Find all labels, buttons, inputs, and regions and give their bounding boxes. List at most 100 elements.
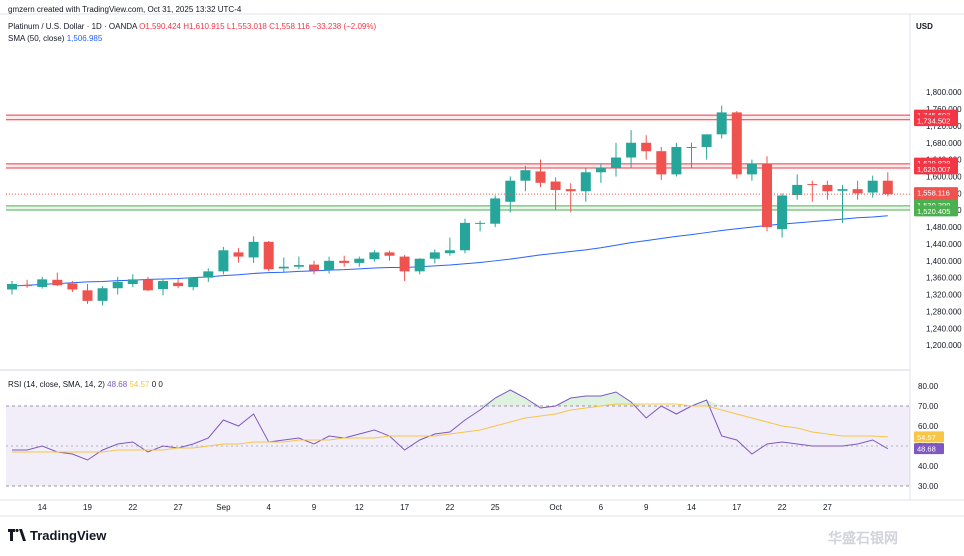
candle-body xyxy=(158,281,168,290)
chart-credit: gmzern created with TradingView.com, Oct… xyxy=(8,5,242,14)
candle-body xyxy=(701,134,712,147)
time-tick-label: 25 xyxy=(491,503,500,512)
candle-body xyxy=(656,151,667,175)
candle-body xyxy=(97,288,108,301)
candle-body xyxy=(460,222,470,251)
candle-body xyxy=(369,252,380,260)
candle-body xyxy=(384,252,395,256)
resistance-level-badge xyxy=(914,115,958,127)
candle-body xyxy=(731,112,742,175)
candle-body xyxy=(309,264,319,271)
watermark: 华盛石银网 xyxy=(828,530,898,546)
candle-body xyxy=(822,184,833,192)
sma-value: 1,506.985 xyxy=(66,34,103,43)
price-tick-label: 1,800.000 xyxy=(926,88,962,97)
rsi-tick-label: 40.00 xyxy=(918,462,939,471)
ohlc-low: L1,553.018 xyxy=(226,22,267,31)
candle-body xyxy=(127,279,138,284)
rsi-current-value-badge xyxy=(914,443,944,455)
time-tick-label: 4 xyxy=(266,503,271,512)
rsi-legend[interactable]: RSI (14, close, SMA, 14, 2) 48.68 54.57 … xyxy=(8,380,163,389)
rsi-sma-value-badge xyxy=(914,431,944,443)
candle-body xyxy=(22,284,33,287)
time-tick-label: 22 xyxy=(778,503,787,512)
candle-body xyxy=(444,250,455,254)
candle-body xyxy=(565,189,576,192)
price-tick-label: 1,440.000 xyxy=(926,240,962,249)
candle-body xyxy=(595,168,606,173)
resistance-level-label: 1,620.007 xyxy=(917,165,950,174)
candle-body xyxy=(7,284,17,290)
sma-legend[interactable]: SMA (50, close) 1,506.985 xyxy=(8,34,102,43)
candle-body xyxy=(626,142,637,158)
resistance-zone xyxy=(6,163,910,169)
time-tick-label: 27 xyxy=(823,503,832,512)
candle-body xyxy=(339,260,350,263)
time-tick-label: 14 xyxy=(687,503,696,512)
candle-body xyxy=(399,256,410,272)
candle-body xyxy=(671,146,682,175)
price-tick-label: 1,600.000 xyxy=(926,172,962,181)
symbol-title[interactable]: Platinum / U.S. Dollar · 1D · OANDA xyxy=(8,22,137,31)
price-tick-label: 1,240.000 xyxy=(926,324,962,333)
candle-body xyxy=(324,260,335,271)
rsi-tick-label: 60.00 xyxy=(918,422,939,431)
candle-body xyxy=(52,279,63,286)
ohlc-close: C1,558.116 xyxy=(269,22,310,31)
candle-body xyxy=(429,252,440,259)
candle-body xyxy=(762,163,772,228)
support-level-label: 1,520.405 xyxy=(917,207,950,216)
candle-body xyxy=(882,180,893,195)
price-tick-label: 1,280.000 xyxy=(926,307,962,316)
resistance-level-label: 1,734.502 xyxy=(917,117,950,126)
candle-body xyxy=(414,258,425,272)
price-tick-label: 1,760.000 xyxy=(926,105,962,114)
candle-body xyxy=(535,171,546,183)
rsi-extra-values: 0 0 xyxy=(151,380,163,389)
candle-body xyxy=(746,163,757,175)
support-level-badge xyxy=(914,205,958,217)
price-tick-label: 1,720.000 xyxy=(926,122,962,131)
last-price-label: 1,558.116 xyxy=(917,189,950,198)
sma-label: SMA (50, close) xyxy=(8,34,65,43)
rsi-current-value-label: 48.68 xyxy=(917,445,936,454)
candle-body xyxy=(82,290,93,301)
ohlc-change: −33.238 (−2.09%) xyxy=(312,22,377,31)
time-tick-label: Oct xyxy=(549,503,562,512)
rsi-sma-value-label: 54.57 xyxy=(917,433,936,442)
time-tick-label: 17 xyxy=(732,503,741,512)
tradingview-brand[interactable]: TradingView xyxy=(8,528,106,543)
time-tick-label: 22 xyxy=(445,503,454,512)
candle-body xyxy=(580,172,591,192)
support-zone xyxy=(6,205,910,211)
candle-body xyxy=(550,181,561,190)
rsi-sma-value: 54.57 xyxy=(129,380,150,389)
time-tick-label: 14 xyxy=(38,503,47,512)
price-tick-label: 1,320.000 xyxy=(926,291,962,300)
price-tick-label: 1,360.000 xyxy=(926,274,962,283)
rsi-tick-label: 80.00 xyxy=(918,382,939,391)
candle-body xyxy=(218,250,229,272)
symbol-line: Platinum / U.S. Dollar · 1D · OANDA O1,5… xyxy=(8,22,376,31)
candle-body xyxy=(686,146,697,148)
tradingview-logo-icon xyxy=(8,529,26,541)
candle-body xyxy=(293,265,304,267)
brand-name: TradingView xyxy=(30,528,107,543)
time-tick-label: 9 xyxy=(312,503,317,512)
candle-body xyxy=(490,198,501,224)
candle-body xyxy=(142,279,153,291)
candle-body xyxy=(716,112,727,135)
ohlc-high: H1,610.915 xyxy=(183,22,225,31)
time-tick-label: 22 xyxy=(128,503,137,512)
candle-body xyxy=(278,266,289,269)
ohlc-open: O1,590.424 xyxy=(139,22,181,31)
candle-body xyxy=(475,222,486,224)
candle-body xyxy=(248,241,259,258)
candle-body xyxy=(112,281,123,289)
candle-body xyxy=(641,142,652,152)
rsi-line xyxy=(12,389,889,461)
currency-label[interactable]: USD xyxy=(916,22,933,31)
time-tick-label: Sep xyxy=(216,503,231,512)
rsi-overbought-fill xyxy=(480,390,722,406)
